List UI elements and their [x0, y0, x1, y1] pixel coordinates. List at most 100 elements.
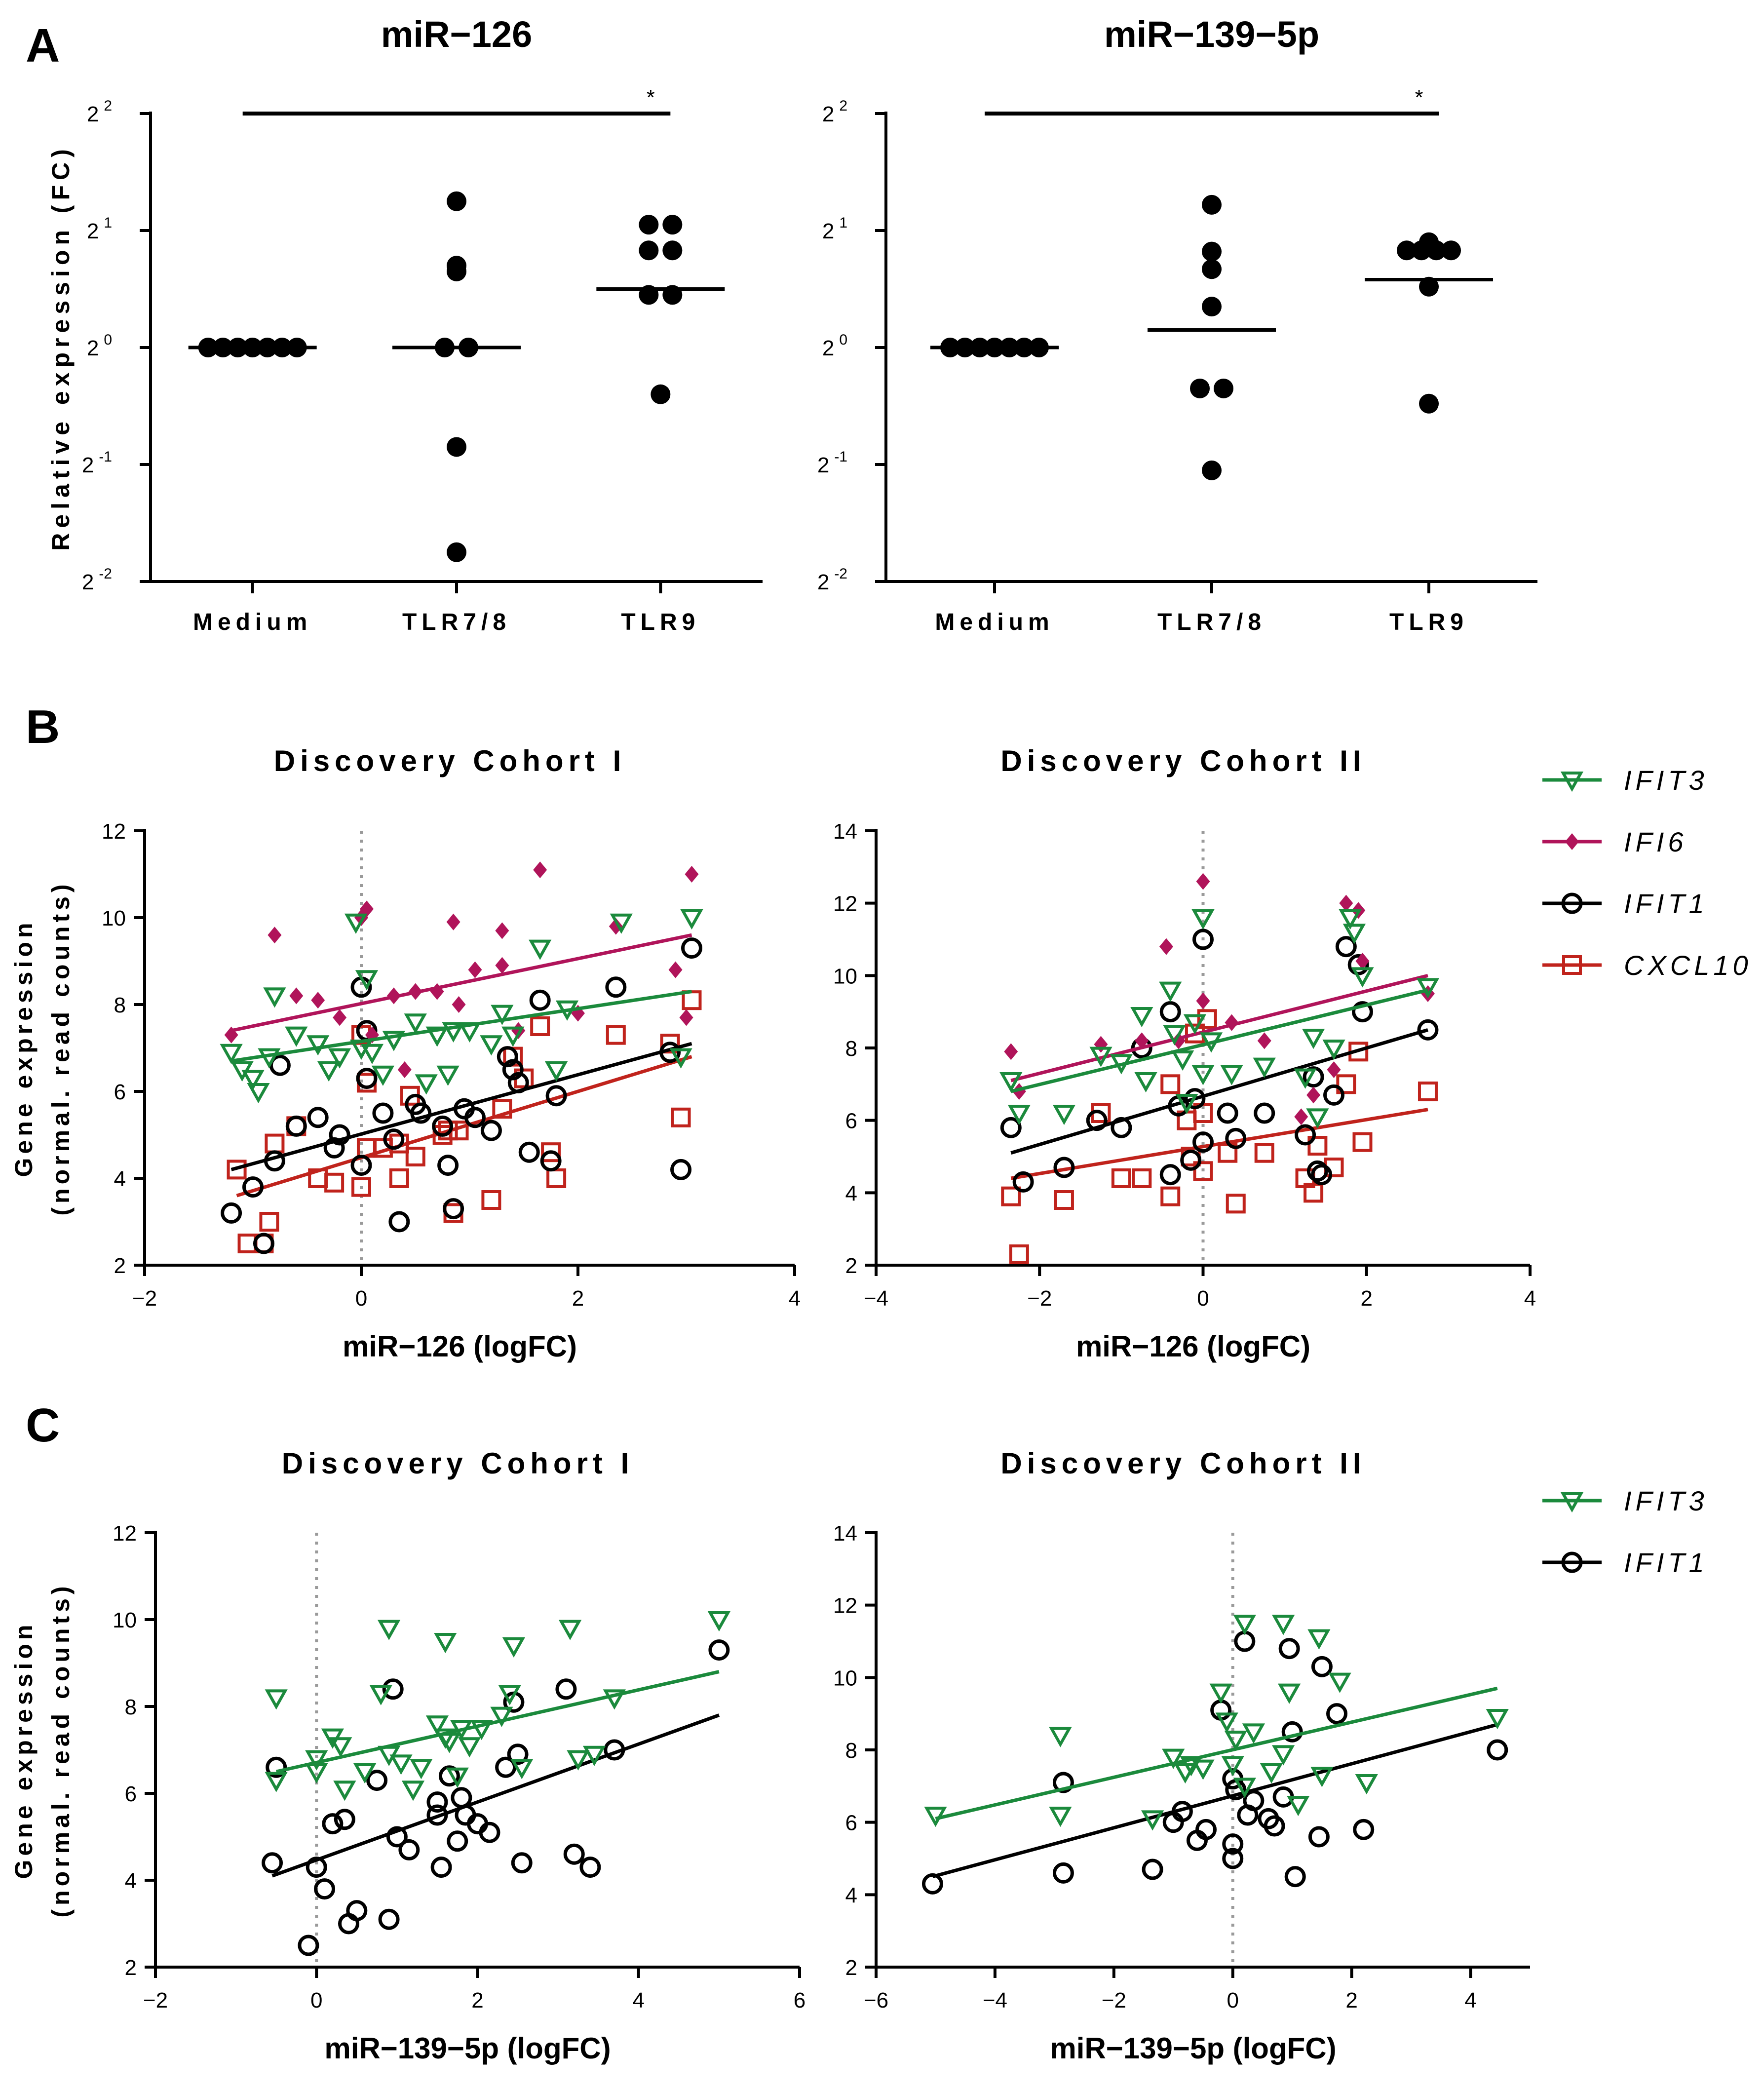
ifit3-point — [1049, 1727, 1072, 1747]
chart-c2: Discovery Cohort II 2 4 6 8 10 12 14 −6 −4 −2 0 2 4 mi… — [833, 1447, 1530, 2065]
ifit3-point — [1260, 1763, 1283, 1784]
ifit1-point — [350, 1155, 372, 1176]
ifit1-point — [1217, 1102, 1238, 1124]
ifit3-point — [307, 1035, 330, 1056]
ifit3-point — [458, 1737, 481, 1758]
y-tick-label: 2 — [845, 1956, 857, 1980]
cxcl10-point — [530, 1016, 550, 1036]
ifit3-point — [241, 1070, 265, 1090]
ifi6-point — [452, 996, 466, 1013]
ifit3-fit-line — [231, 990, 692, 1063]
ifit1-point — [545, 1085, 567, 1107]
ifit3-point — [1141, 1810, 1164, 1831]
ifit1-point — [921, 1873, 943, 1895]
ifit1-point — [563, 1843, 585, 1865]
data-point — [447, 542, 466, 562]
ifit1-point — [262, 1852, 283, 1874]
ifit1-point — [1308, 1826, 1330, 1848]
ifit1-point — [1000, 1117, 1022, 1138]
ifit3-point — [1220, 1065, 1243, 1085]
cxcl10-point — [682, 990, 702, 1010]
cxcl10-point — [1001, 1186, 1021, 1206]
ifit3-point — [1302, 1029, 1325, 1049]
ifit1-point — [398, 1839, 420, 1860]
ifit3-point — [1221, 1756, 1244, 1777]
ifit1-point — [479, 1821, 500, 1843]
ifit3-point — [1287, 1796, 1310, 1817]
y-tick-label: 2 — [125, 1956, 137, 1980]
ifit3-point — [285, 1026, 308, 1047]
cxcl10-point — [1193, 1161, 1213, 1181]
y-tick-label: 6 — [845, 1109, 857, 1133]
cxcl10-point — [1009, 1244, 1029, 1264]
ifit3-point — [329, 1737, 352, 1758]
x-tick-label: −2 — [143, 1988, 168, 2013]
y-tick-label: 4 — [845, 1883, 857, 1907]
y-tick-label: 10 — [833, 964, 857, 988]
ifi6-point — [1135, 1032, 1149, 1049]
ifit3-point — [1355, 1774, 1378, 1795]
ifit1-point — [1311, 1656, 1333, 1677]
y-tick-label: 14 — [833, 1521, 857, 1546]
ifit1-point — [382, 1678, 404, 1700]
ifit3-point — [1278, 1683, 1301, 1704]
y-tick-label: 12 — [102, 819, 126, 844]
ifit3-point — [1486, 1709, 1509, 1730]
ifit1-point — [1326, 1703, 1348, 1725]
y-tick-label: 10 — [833, 1666, 857, 1690]
ifit3-point — [1159, 981, 1182, 1002]
ifit3-point — [1271, 1745, 1295, 1766]
ifit1-point — [1278, 1638, 1300, 1660]
ifit3-point — [707, 1611, 731, 1632]
cxcl10-point — [1160, 1186, 1181, 1206]
ifi6-point — [609, 918, 623, 935]
x-axis-label: miR−139−5p (logFC) — [1050, 2032, 1336, 2065]
ifi6-point — [511, 1022, 526, 1039]
ifit3-point — [1339, 909, 1362, 930]
ifit3-point — [1416, 978, 1440, 999]
y-tick-label: 8 — [125, 1695, 137, 1719]
y-tick-label: 6 — [125, 1782, 137, 1806]
ifit1-point — [1222, 1848, 1244, 1869]
ifit3-point — [491, 1005, 514, 1025]
y-tick-label: 8 — [845, 1739, 857, 1763]
ifit1-point — [670, 1159, 692, 1180]
x-tick-label: −4 — [864, 1286, 888, 1311]
legend-label-cxcl10: CXCL10 — [1624, 950, 1752, 981]
ifit1-point — [1184, 1088, 1206, 1110]
y-tick-label: 12 — [833, 892, 857, 916]
ifit1-fit-line — [932, 1723, 1498, 1879]
ifit1-point — [366, 1770, 388, 1791]
ifit3-point — [1294, 1068, 1317, 1089]
ifit1-point — [1052, 1862, 1074, 1884]
x-tick-label: 0 — [310, 1988, 322, 2013]
ifit1-point — [447, 1830, 468, 1852]
y-tick-label: 12 — [113, 1521, 137, 1546]
ifit3-fit-line — [275, 1670, 720, 1774]
cxcl10-point — [1197, 1009, 1217, 1029]
ifi6-fit-line — [230, 933, 692, 1033]
x-tick-label: 0 — [355, 1286, 367, 1311]
ifi6-point — [571, 1005, 585, 1022]
ifit1-point — [269, 1054, 291, 1076]
ifi6-point — [268, 927, 282, 944]
ifit3-point — [1351, 967, 1374, 988]
ifit1-point — [497, 1046, 518, 1068]
ifit3-point — [480, 1035, 503, 1056]
ifit3-point — [263, 987, 286, 1008]
y-tick-label: 6 — [845, 1811, 857, 1835]
x-tick-label: 2 — [1361, 1286, 1373, 1311]
ifit1-point — [518, 1141, 540, 1163]
ifit1-point — [1180, 1149, 1202, 1171]
data-point — [1202, 460, 1222, 480]
ifit3-point — [353, 1763, 377, 1784]
cxcl10-point — [1304, 1183, 1324, 1203]
ifit3-point — [1233, 1778, 1256, 1798]
ifit1-point — [356, 1068, 378, 1089]
ifit1-point — [495, 1756, 517, 1778]
ifit3-point — [328, 1048, 351, 1069]
legend-marker-ifit3 — [1560, 772, 1584, 792]
ifit1-point — [540, 1150, 562, 1172]
y-tick-label: 8 — [845, 1037, 857, 1061]
